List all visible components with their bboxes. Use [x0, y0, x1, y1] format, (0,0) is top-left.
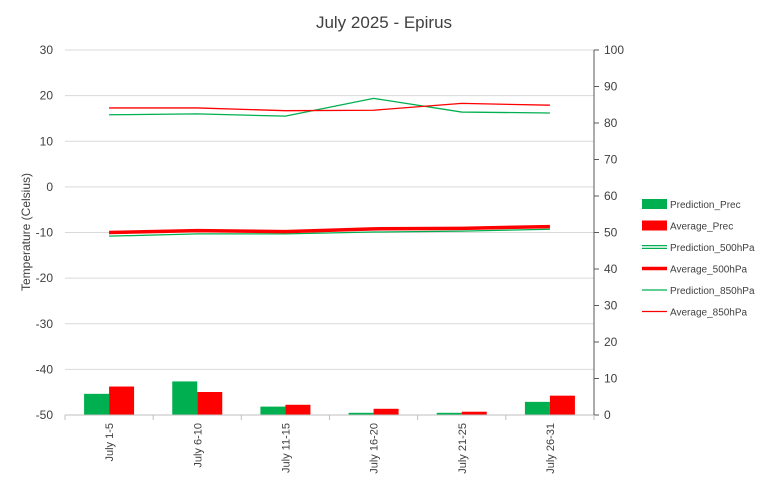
bar-prediction-prec	[524, 401, 550, 415]
x-tick-label: July 1-5	[104, 423, 116, 462]
legend-average-850hpa-label: Average_850hPa	[670, 308, 748, 319]
legend-prediction-850hpa-label: Prediction_850hPa	[670, 286, 755, 297]
precipitation-bars	[84, 381, 575, 415]
bar-average-prec	[373, 408, 399, 415]
legend: Prediction_Prec Average_Prec Prediction_50…	[642, 199, 755, 319]
legend-average-prec-swatch	[642, 220, 667, 231]
x-tick-label: July 11-15	[280, 423, 292, 473]
bar-prediction-prec	[436, 412, 462, 415]
y2-tick-label: 50	[604, 226, 618, 240]
y2-tick-label: 100	[604, 43, 624, 57]
y2-tick-label: 0	[604, 408, 611, 422]
bar-average-prec	[461, 411, 487, 415]
y2-tick-label: 20	[604, 335, 618, 349]
y2-tick-label: 90	[604, 80, 618, 94]
x-tick-label: July 6-10	[192, 423, 204, 468]
y-tick-label: -20	[36, 271, 54, 285]
y-tick-label: -30	[36, 317, 54, 331]
y2-tick-label: 40	[604, 262, 618, 276]
legend-average-prec-label: Average_Prec	[670, 222, 733, 233]
line-average-500hpa	[109, 224, 550, 235]
y-tick-label: 10	[40, 134, 54, 148]
bar-average-prec	[285, 404, 311, 415]
bar-prediction-prec	[84, 393, 110, 415]
y2-tick-label: 30	[604, 299, 618, 313]
y-tick-label: -50	[36, 408, 54, 422]
x-tick-label: July 26-31	[545, 423, 557, 474]
y2-tick-label: 60	[604, 189, 618, 203]
axes: -50 -40 -30 -20 -10 0 10 20 30 0 10 20 30 40 50 60 70 80 9…	[36, 43, 625, 474]
y2-tick-label: 80	[604, 116, 618, 130]
line-prediction-850hpa	[109, 97, 550, 117]
x-tick-label: July 16-20	[369, 423, 381, 474]
bar-prediction-prec	[348, 412, 374, 415]
y-tick-label: 20	[40, 89, 54, 103]
y-axis-label: Temperature (Celsius)	[19, 173, 33, 291]
temperature-lines	[109, 97, 550, 237]
legend-prediction-prec-swatch	[642, 199, 667, 209]
y-tick-label: 30	[40, 43, 54, 57]
gridlines	[65, 49, 594, 370]
y-tick-label: 0	[46, 180, 53, 194]
x-tick-label: July 21-25	[457, 423, 469, 474]
y-tick-label: -10	[36, 226, 54, 240]
bar-prediction-prec	[172, 381, 198, 415]
chart-title: July 2025 - Epirus	[316, 13, 452, 32]
legend-average-500hpa-label: Average_500hPa	[670, 265, 748, 276]
legend-prediction-prec-label: Prediction_Prec	[670, 200, 741, 211]
y2-tick-label: 10	[604, 372, 618, 386]
bar-prediction-prec	[260, 406, 286, 415]
y2-tick-label: 70	[604, 153, 618, 167]
legend-prediction-500hpa-label: Prediction_500hPa	[670, 243, 755, 254]
bar-average-prec	[549, 395, 575, 415]
bar-average-prec	[197, 392, 223, 415]
line-average-850hpa	[109, 102, 550, 112]
bar-average-prec	[109, 386, 135, 415]
y-tick-label: -40	[36, 362, 54, 376]
